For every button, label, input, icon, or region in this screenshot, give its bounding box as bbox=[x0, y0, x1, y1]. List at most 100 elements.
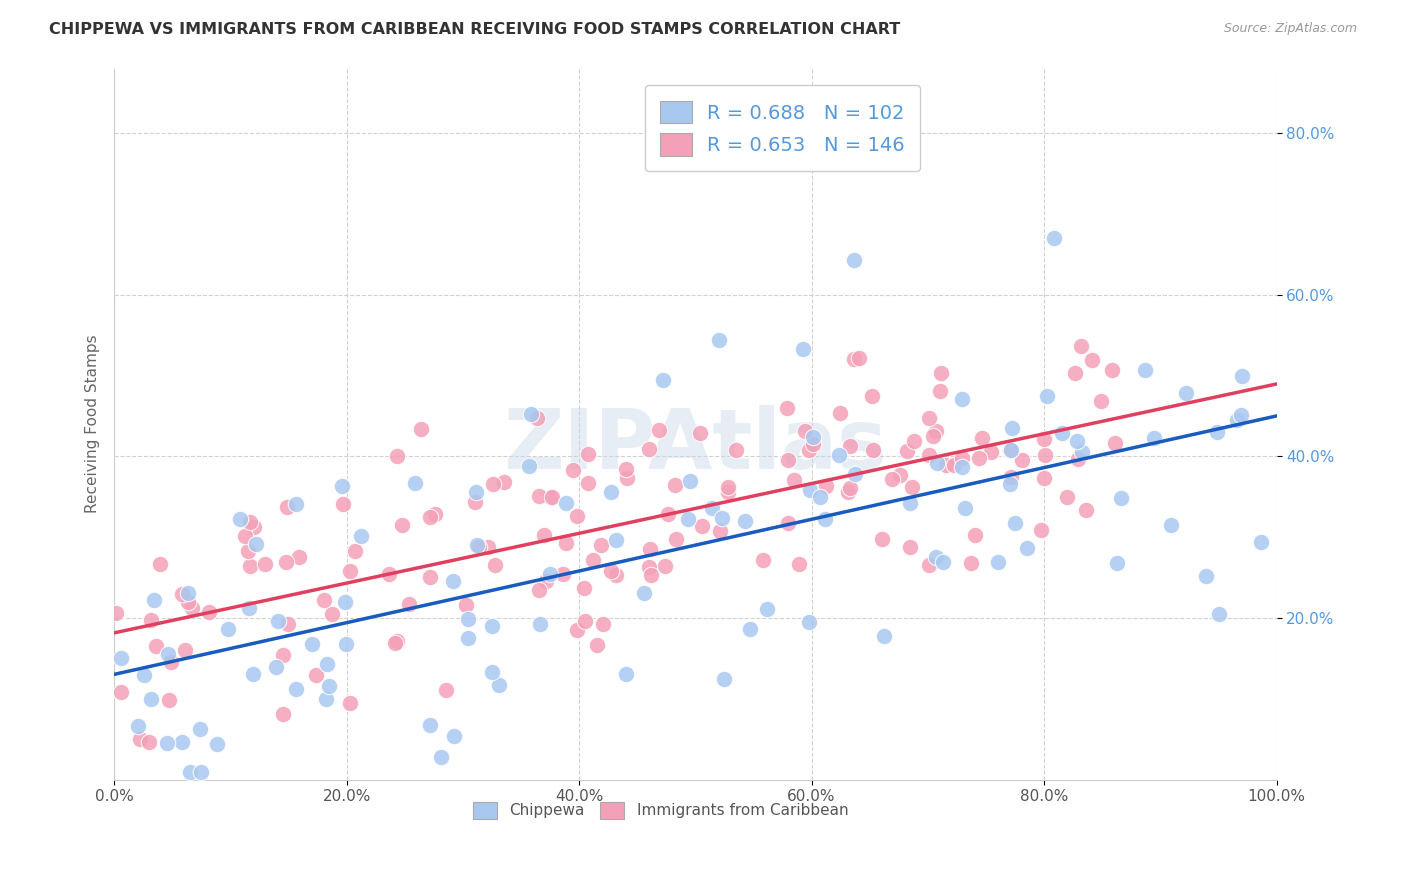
Point bbox=[534, 574, 557, 588]
Point bbox=[527, 583, 550, 598]
Point bbox=[752, 553, 775, 567]
Point bbox=[1035, 389, 1057, 403]
Point bbox=[1050, 425, 1073, 440]
Point bbox=[1230, 408, 1253, 422]
Point bbox=[321, 607, 343, 622]
Point bbox=[799, 615, 821, 629]
Point bbox=[717, 485, 740, 500]
Point bbox=[709, 524, 731, 538]
Point bbox=[464, 494, 486, 508]
Point bbox=[554, 535, 576, 549]
Point bbox=[538, 567, 561, 582]
Point bbox=[664, 478, 686, 492]
Point bbox=[700, 500, 723, 515]
Point bbox=[1031, 523, 1053, 537]
Point bbox=[814, 512, 837, 526]
Point bbox=[339, 564, 361, 578]
Point bbox=[755, 601, 778, 615]
Point bbox=[1033, 449, 1056, 463]
Point bbox=[828, 406, 851, 420]
Point bbox=[419, 510, 441, 524]
Point bbox=[932, 556, 955, 570]
Point bbox=[551, 567, 574, 582]
Point bbox=[190, 764, 212, 779]
Point bbox=[391, 518, 413, 533]
Point bbox=[540, 490, 562, 504]
Point bbox=[464, 485, 486, 500]
Point bbox=[228, 512, 250, 526]
Point bbox=[943, 458, 966, 472]
Point bbox=[1001, 421, 1024, 435]
Point bbox=[707, 334, 730, 348]
Point bbox=[1033, 471, 1056, 485]
Point bbox=[925, 424, 948, 438]
Point bbox=[605, 567, 627, 582]
Point bbox=[903, 434, 925, 448]
Point bbox=[1070, 444, 1092, 458]
Point bbox=[315, 692, 337, 706]
Point bbox=[710, 510, 733, 524]
Point bbox=[110, 685, 132, 699]
Point bbox=[614, 462, 637, 476]
Point bbox=[484, 558, 506, 572]
Point bbox=[799, 483, 821, 497]
Point bbox=[734, 514, 756, 528]
Point bbox=[339, 696, 361, 710]
Point bbox=[318, 679, 340, 693]
Point bbox=[267, 614, 290, 628]
Point bbox=[305, 667, 328, 681]
Point bbox=[1066, 451, 1088, 466]
Point bbox=[970, 431, 993, 445]
Point bbox=[605, 533, 627, 547]
Point bbox=[654, 558, 676, 573]
Point bbox=[738, 622, 761, 636]
Point bbox=[586, 638, 609, 652]
Point bbox=[1043, 231, 1066, 245]
Legend: Chippewa, Immigrants from Caribbean: Chippewa, Immigrants from Caribbean bbox=[467, 796, 855, 825]
Point bbox=[156, 736, 179, 750]
Point bbox=[174, 642, 197, 657]
Point bbox=[434, 682, 457, 697]
Point bbox=[1056, 490, 1078, 504]
Point bbox=[862, 443, 884, 458]
Point bbox=[378, 566, 401, 581]
Point bbox=[301, 637, 323, 651]
Point bbox=[197, 605, 219, 619]
Point bbox=[922, 429, 945, 443]
Point bbox=[266, 660, 288, 674]
Point bbox=[160, 655, 183, 669]
Point bbox=[170, 735, 193, 749]
Point bbox=[332, 497, 354, 511]
Point bbox=[429, 750, 451, 764]
Point bbox=[384, 636, 406, 650]
Point bbox=[1000, 477, 1022, 491]
Point bbox=[787, 557, 810, 571]
Point bbox=[925, 550, 948, 565]
Point bbox=[104, 607, 127, 621]
Point bbox=[1206, 425, 1229, 439]
Point bbox=[1000, 470, 1022, 484]
Point bbox=[980, 445, 1002, 459]
Point bbox=[177, 585, 200, 599]
Point bbox=[648, 423, 671, 437]
Point bbox=[457, 631, 479, 645]
Point bbox=[242, 666, 264, 681]
Point bbox=[333, 595, 356, 609]
Point bbox=[157, 693, 180, 707]
Point bbox=[238, 600, 260, 615]
Point bbox=[465, 538, 488, 552]
Point bbox=[1066, 434, 1088, 448]
Point bbox=[844, 351, 866, 366]
Point bbox=[533, 528, 555, 542]
Point bbox=[316, 657, 339, 672]
Point bbox=[567, 623, 589, 637]
Point bbox=[170, 587, 193, 601]
Point bbox=[271, 648, 294, 663]
Point bbox=[565, 509, 588, 524]
Point bbox=[312, 593, 335, 607]
Point bbox=[276, 555, 298, 569]
Point bbox=[1107, 556, 1129, 570]
Point bbox=[652, 374, 675, 388]
Point bbox=[918, 410, 941, 425]
Point bbox=[1226, 412, 1249, 426]
